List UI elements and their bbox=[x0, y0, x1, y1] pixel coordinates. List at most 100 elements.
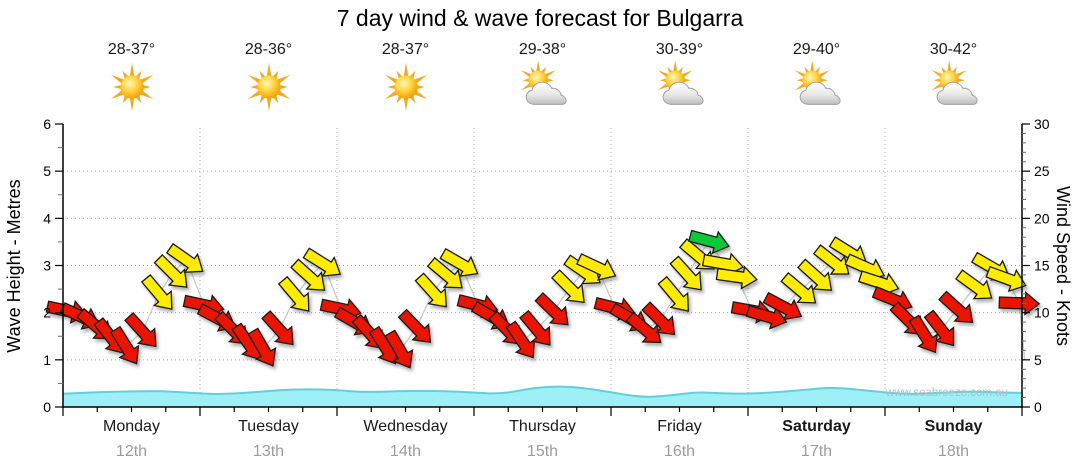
sun-ray bbox=[249, 84, 259, 90]
wind-arrow-shape bbox=[908, 314, 938, 354]
sun-icon bbox=[384, 62, 427, 112]
right-tick-label: 5 bbox=[1034, 352, 1042, 368]
wind-arrow-shape bbox=[414, 272, 447, 308]
day-date-label: 17th bbox=[800, 443, 833, 460]
left-tick-label: 3 bbox=[43, 258, 51, 274]
sun-ray bbox=[954, 70, 967, 78]
wind-arrow-shape bbox=[780, 272, 817, 304]
wind-arrow-shape bbox=[688, 229, 730, 255]
weather-icon-box bbox=[200, 60, 337, 119]
wind-arrow-shape bbox=[384, 329, 414, 369]
sun-ray bbox=[520, 70, 532, 78]
sun-ray bbox=[247, 74, 262, 85]
right-tick-label: 20 bbox=[1034, 210, 1050, 226]
left-tick-label: 5 bbox=[43, 163, 51, 179]
sun-ray bbox=[946, 60, 951, 73]
sun-disc bbox=[119, 75, 144, 99]
wind-arrow bbox=[938, 290, 974, 323]
day-date-label: 14th bbox=[389, 443, 422, 460]
wind-arrow bbox=[140, 274, 173, 310]
wind-arrow bbox=[519, 309, 551, 346]
wind-arrow-shape bbox=[985, 265, 1027, 293]
wind-arrow bbox=[745, 304, 788, 330]
wind-arrow bbox=[715, 265, 758, 290]
wind-arrow bbox=[955, 269, 993, 300]
sun-ray bbox=[266, 62, 271, 78]
sun-cloud-icon bbox=[520, 60, 567, 105]
sun-ray bbox=[543, 70, 556, 78]
wind-arrow-shape bbox=[625, 311, 662, 344]
wind-arrow bbox=[414, 272, 447, 308]
day-date-label: 13th bbox=[252, 443, 285, 460]
wind-arrow-shape bbox=[715, 265, 758, 290]
sun-ray bbox=[796, 78, 804, 83]
wind-arrow-shape bbox=[439, 247, 479, 277]
sun-ray bbox=[266, 96, 271, 112]
chart-title: 7 day wind & wave forecast for Bulgarra bbox=[336, 5, 744, 31]
sun-cloud-icon bbox=[794, 60, 841, 105]
wind-arrow-shape bbox=[109, 325, 140, 365]
wind-arrow bbox=[985, 265, 1027, 293]
sun-ray bbox=[657, 70, 669, 78]
wind-arrow bbox=[165, 242, 204, 273]
wind-arrow bbox=[261, 310, 294, 346]
sun-ray bbox=[275, 74, 290, 85]
day-date-label: 16th bbox=[663, 443, 696, 460]
wind-arrow bbox=[923, 309, 955, 347]
right-tick-label: 15 bbox=[1034, 258, 1050, 274]
day-name-label: Friday bbox=[657, 418, 702, 435]
cloud-shape bbox=[525, 81, 567, 105]
sun-ray bbox=[809, 60, 814, 73]
wind-arrow-shape bbox=[302, 247, 342, 277]
wind-arrow-shape bbox=[153, 254, 188, 288]
temp-range-label: 29-40° bbox=[792, 41, 841, 58]
wind-arrow-shape bbox=[247, 327, 277, 367]
sun-ray bbox=[545, 78, 554, 83]
left-tick-label: 0 bbox=[43, 399, 51, 415]
weather-icon-box bbox=[474, 60, 611, 119]
right-tick-label: 10 bbox=[1034, 305, 1050, 321]
day-name-label: Saturday bbox=[782, 418, 851, 435]
wind-arrow bbox=[124, 312, 157, 348]
sun-ray bbox=[386, 84, 396, 90]
sun-ray bbox=[403, 96, 408, 112]
wind-arrow bbox=[439, 247, 479, 277]
wind-arrow-shape bbox=[397, 308, 432, 343]
wind-arrow-shape bbox=[923, 309, 955, 347]
temp-range-label: 30-39° bbox=[655, 41, 704, 58]
sun-ray bbox=[384, 74, 399, 85]
wind-arrow bbox=[657, 275, 689, 312]
sun-ray bbox=[931, 82, 943, 91]
temp-range-label: 28-36° bbox=[244, 41, 293, 58]
sun-ray bbox=[659, 78, 667, 83]
day-name-label: Tuesday bbox=[238, 418, 299, 435]
wind-arrow bbox=[109, 325, 140, 365]
cloud-shape bbox=[662, 81, 704, 105]
wind-arrow-shape bbox=[669, 255, 702, 291]
sun-ray bbox=[412, 74, 427, 85]
wind-arrow bbox=[290, 258, 326, 291]
wind-arrow bbox=[505, 320, 536, 359]
wind-arrow-shape bbox=[519, 309, 551, 346]
sun-ray bbox=[931, 70, 943, 78]
wind-arrow bbox=[384, 329, 414, 369]
wave-height-edge bbox=[62, 385, 1023, 398]
sun-ray bbox=[794, 70, 806, 78]
right-tick-label: 25 bbox=[1034, 163, 1050, 179]
wind-arrow-shape bbox=[290, 258, 326, 291]
day-name-label: Thursday bbox=[509, 418, 576, 435]
day-date-label: 15th bbox=[526, 443, 559, 460]
wind-arrow-shape bbox=[812, 244, 850, 275]
wind-arrow-shape bbox=[534, 292, 569, 326]
wind-arrow bbox=[797, 258, 833, 291]
right-tick-label: 0 bbox=[1034, 399, 1042, 415]
wind-arrow-shape bbox=[938, 290, 974, 323]
sun-ray bbox=[247, 89, 262, 100]
sun-disc bbox=[256, 75, 281, 99]
wind-arrow-shape bbox=[797, 258, 833, 291]
sun-cloud-icon bbox=[931, 60, 978, 105]
sun-ray bbox=[278, 84, 288, 90]
wind-arrow bbox=[534, 292, 569, 326]
wind-arrow bbox=[688, 229, 730, 255]
